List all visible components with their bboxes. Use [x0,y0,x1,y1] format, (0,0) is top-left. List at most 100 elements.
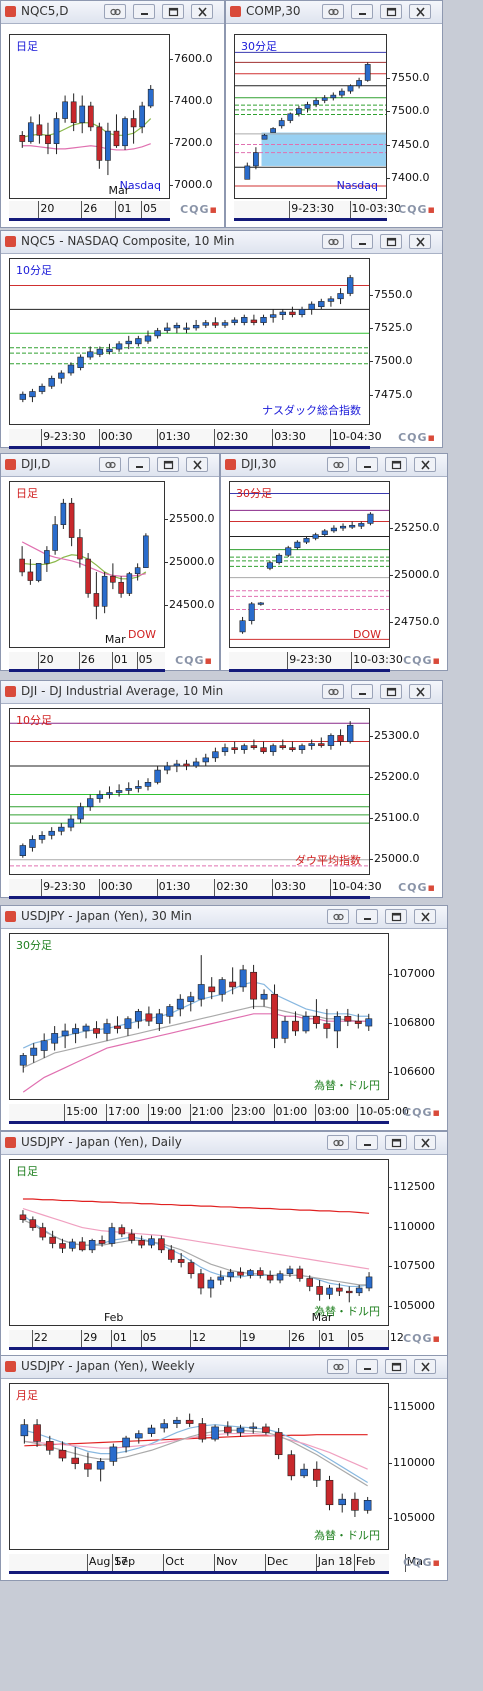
minimize-button[interactable] [356,1359,378,1374]
minimize-button[interactable] [351,684,373,699]
candle-body [363,1500,372,1511]
minimize-button[interactable] [356,457,378,472]
time-axis[interactable]: 22 29 01 05 12 19 26 01 05 12 [9,1330,404,1348]
title-bar[interactable]: DJI,D [1,454,219,477]
candle [19,1052,27,1073]
scroll-bar[interactable] [9,1121,389,1124]
cqg-logo-text: CQG [180,203,210,216]
minimize-button[interactable] [351,234,373,249]
close-button[interactable] [414,457,436,472]
plot-area[interactable]: 10分足 ナスダック総合指数 [9,258,370,425]
title-bar[interactable]: DJI - DJ Industrial Average, 10 Min [1,681,442,704]
title-bar[interactable]: USDJPY - Japan (Yen), 30 Min [1,906,447,929]
candle-body [109,1446,118,1462]
candlestick-chart [20,1413,372,1517]
close-button[interactable] [409,684,431,699]
link-button[interactable] [99,457,121,472]
title-bar[interactable]: NQC5,D [1,1,224,24]
candle [337,729,344,746]
scroll-bar[interactable] [9,1347,389,1350]
scroll-bar[interactable] [9,669,165,672]
minimize-button[interactable] [133,4,155,19]
time-axis[interactable]: 9-23:30 10-03:30 [234,201,401,219]
link-button[interactable] [322,684,344,699]
candle [27,559,34,585]
plot-area[interactable]: 30分足 為替・ドル円 [9,933,389,1100]
title-bar[interactable]: USDJPY - Japan (Yen), Daily [1,1132,447,1155]
x-tick-divider [349,201,351,219]
time-axis[interactable]: 9-23:30 10-03:30 [229,652,403,670]
time-axis[interactable]: 20 26 01 05 [9,201,170,219]
candle-body [173,1419,181,1424]
maximize-icon [391,1362,402,1372]
candle-body [239,969,247,988]
maximize-button[interactable] [380,234,402,249]
close-button[interactable] [191,4,213,19]
candle [183,759,190,771]
minimize-button[interactable] [351,4,373,19]
link-button[interactable] [322,234,344,249]
time-axis[interactable]: Aug 17 Sep Oct Nov Dec Jan 18 Feb Mar [9,1554,428,1572]
x-tick-label: Nov [216,1555,238,1568]
candle [321,95,328,104]
maximize-button[interactable] [380,684,402,699]
scroll-bar[interactable] [9,896,370,899]
plot-area[interactable]: 日足 為替・ドル円 Feb Mar [9,1159,389,1326]
maximize-button[interactable] [385,909,407,924]
plot-area[interactable]: 10分足 ダウ平均指数 [9,708,370,875]
candle-body [93,1028,100,1034]
maximize-button[interactable] [157,457,179,472]
maximize-button[interactable] [385,457,407,472]
candle-body [67,818,75,828]
x-tick-divider [214,879,216,897]
maximize-button[interactable] [380,4,402,19]
close-button[interactable] [414,1359,436,1374]
scroll-bar[interactable] [234,218,387,221]
title-bar[interactable]: NQC5 - NASDAQ Composite, 10 Min [1,231,442,254]
scroll-bar[interactable] [229,669,390,672]
close-button[interactable] [409,234,431,249]
maximize-button[interactable] [385,1359,407,1374]
title-bar[interactable]: COMP,30 [226,1,442,24]
link-button[interactable] [322,4,344,19]
candle [306,1275,313,1292]
link-button[interactable] [104,4,126,19]
candle-body [306,1278,313,1287]
close-button[interactable] [409,4,431,19]
candle-body [110,575,116,583]
minimize-button[interactable] [356,1135,378,1150]
scroll-bar[interactable] [9,1571,389,1574]
time-axis[interactable]: 15:00 17:00 19:00 21:00 23:00 01:00 03:00 10-05… [9,1104,409,1122]
maximize-button[interactable] [385,1135,407,1150]
link-button[interactable] [327,1359,349,1374]
close-button[interactable] [186,457,208,472]
link-button[interactable] [327,457,349,472]
maximize-button[interactable] [162,4,184,19]
candlestick-chart [19,1198,373,1303]
time-axis[interactable]: 9-23:30 00:30 01:30 02:30 03:30 10-04:30 [9,879,382,897]
title-bar[interactable]: DJI,30 [221,454,447,477]
x-tick-label: 29 [83,1331,98,1344]
plot-area[interactable]: 30分足 Nasdaq [234,34,387,199]
minimize-button[interactable] [356,909,378,924]
time-axis[interactable]: 9-23:30 00:30 01:30 02:30 03:30 10-04:30 [9,429,382,447]
plot-area[interactable]: 30分足 DOW [229,481,390,648]
selection-highlight[interactable] [261,132,388,166]
x-tick-divider [86,1554,88,1572]
plot-area[interactable]: 日足 DOW Mar [9,481,165,648]
candlestick-chart [10,274,369,403]
link-button[interactable] [327,909,349,924]
title-bar[interactable]: USDJPY - Japan (Yen), Weekly [1,1356,447,1379]
scroll-bar[interactable] [9,446,370,449]
plot-area[interactable]: 月足 為替・ドル円 [9,1383,389,1550]
plot-area[interactable]: 日足 Nasdaq Mar [9,34,170,199]
candle-body [260,747,267,753]
close-button[interactable] [414,909,436,924]
scroll-bar[interactable] [9,218,170,221]
time-axis[interactable]: 20 26 01 05 [9,652,165,670]
close-button[interactable] [414,1135,436,1150]
candle [29,835,36,852]
link-button[interactable] [327,1135,349,1150]
minimize-button[interactable] [128,457,150,472]
candle [336,1283,343,1296]
